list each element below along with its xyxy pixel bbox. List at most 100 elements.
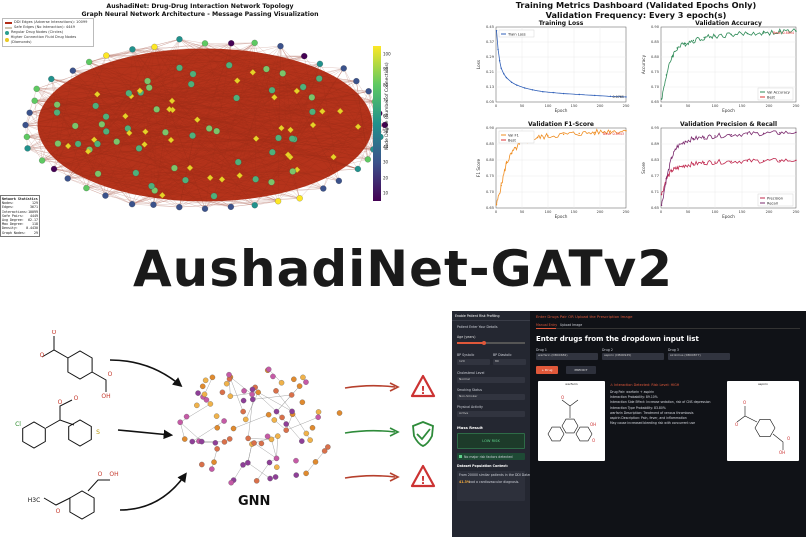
x-tick-label: 100: [712, 210, 720, 214]
y-tick-label: 0.80: [651, 55, 660, 59]
y-tick-label: 0.70: [486, 190, 495, 194]
svg-text:!: !: [420, 384, 425, 397]
data-point: [609, 130, 612, 132]
cholesterol-select[interactable]: Normal: [457, 377, 525, 383]
gnn-node: [226, 436, 233, 442]
drug-node: [225, 61, 233, 69]
x-tick-label: 0: [495, 104, 498, 108]
activity-select[interactable]: Active: [457, 411, 525, 417]
stats-value: 3671: [30, 205, 38, 210]
data-point: [625, 96, 627, 98]
y-tick-label: 0.75: [486, 174, 494, 178]
drug-node-diamond: [126, 129, 133, 137]
drug1-select[interactable]: warfarin (DB00682): [536, 353, 598, 360]
drug-node: [263, 65, 270, 73]
drug-node: [176, 204, 183, 211]
svg-text:O: O: [74, 395, 79, 402]
data-point: [660, 98, 663, 100]
drug2-select[interactable]: aspirin (DB00945): [602, 353, 664, 360]
svg-text:O: O: [735, 422, 738, 427]
drug-node-diamond: [136, 87, 144, 94]
drug-node: [252, 175, 259, 183]
tab-upload-image[interactable]: Upload Image: [560, 323, 583, 327]
age-slider-track[interactable]: [457, 342, 525, 344]
drug2-label: Drug 2: [602, 348, 613, 352]
drug-node: [171, 164, 178, 172]
result-line: Drug Pair: warfarin + aspirin: [610, 390, 655, 394]
legend-label: Precision: [767, 196, 783, 200]
drug-node: [151, 43, 158, 51]
gnn-node: [245, 435, 251, 442]
predict-button[interactable]: PREDICT: [566, 366, 596, 374]
data-point: [692, 39, 695, 42]
gnn-node: [265, 366, 272, 373]
x-tick-label: 50: [686, 104, 691, 108]
drug-node: [153, 106, 160, 113]
gnn-node: [307, 437, 313, 443]
gnn-node: [249, 391, 255, 398]
drug-node-diamond: [94, 91, 101, 98]
legend-entry: Regular Drug Nodes (Circles): [5, 30, 91, 35]
drug-node: [22, 121, 29, 129]
smoking-select[interactable]: Non-Smoker: [457, 394, 525, 400]
molecule-aspirin-2: H3C O O OH: [28, 471, 119, 520]
shield-check-icon: [412, 421, 434, 447]
drug-node: [251, 202, 258, 209]
data-point: [665, 177, 668, 180]
stats-value: 62.17: [28, 218, 38, 223]
add-drug-button[interactable]: + Drug: [536, 366, 558, 374]
tab-manual-entry[interactable]: Manual Entry: [536, 323, 558, 327]
legend-label: Recall: [767, 201, 778, 205]
data-point: [503, 73, 505, 75]
data-point: [676, 167, 678, 169]
gnn-node: [181, 436, 188, 442]
stats-key: Safe Pairs:: [2, 213, 24, 218]
drug2-structure-label: aspirin: [757, 382, 769, 386]
gnn-node: [221, 418, 227, 424]
drug-node: [102, 128, 110, 135]
y-tick-label: 0.13: [486, 85, 494, 89]
x-tick-label: 150: [739, 104, 747, 108]
gnn-node: [299, 438, 305, 444]
colorbar-tick: 90: [383, 66, 389, 72]
bp-diastolic-input[interactable]: 80: [493, 359, 526, 365]
gnn-node: [267, 475, 273, 482]
dataset-text: From 20000 similar patients in the DDI D…: [459, 473, 536, 477]
drug3-select[interactable]: sirolimus (DB00877): [668, 353, 730, 360]
bp-systolic-input[interactable]: 120: [457, 359, 490, 365]
stats-row: Safe Pairs: 4449: [2, 214, 38, 218]
gnn-node: [264, 433, 271, 440]
drug-node: [150, 201, 157, 208]
drug-node: [201, 205, 209, 212]
drug-node-diamond: [122, 112, 129, 120]
data-point: [542, 90, 544, 93]
drug-node: [364, 156, 371, 163]
drug-node-diamond: [278, 124, 285, 132]
drug-node: [103, 52, 110, 59]
drug-node-diamond: [142, 128, 149, 135]
drug1-structure-label: warfarin: [565, 382, 578, 386]
data-point: [730, 133, 732, 136]
x-tick-label: 50: [520, 104, 525, 108]
stats-row: Density: 0.4430: [2, 226, 38, 230]
drug-node: [354, 165, 361, 173]
gnn-node: [258, 440, 265, 447]
stats-row: Avg Degree: 62.17: [2, 218, 38, 222]
gnn-node: [242, 416, 249, 423]
drug-node: [251, 39, 258, 47]
output-arrow: [344, 429, 396, 434]
data-point: [547, 135, 549, 137]
legend-label: DDI Edges (Adverse Interactions): 10099: [14, 20, 88, 24]
gnn-node: [253, 478, 260, 484]
drug-node: [277, 43, 284, 50]
age-slider-handle[interactable]: [482, 340, 486, 345]
gnn-node: [240, 408, 246, 415]
stats-value: 0.4430: [26, 226, 38, 231]
gnn-node: [315, 409, 322, 415]
gnn-node: [230, 425, 237, 432]
result-line: Interaction Side Effect: Increase sedati…: [610, 400, 711, 405]
data-point: [660, 193, 663, 196]
result-line: May cause increased bleeding risk with c…: [610, 421, 696, 426]
data-point: [498, 60, 501, 62]
stats-key: Interactions:: [2, 209, 28, 214]
